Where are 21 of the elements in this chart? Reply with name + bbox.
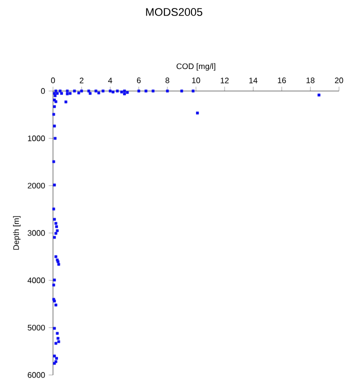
chart-title: MODS2005 — [146, 8, 202, 16]
x-tick-label: 4 — [108, 78, 112, 84]
y-tick-label: 6000 — [28, 372, 45, 378]
y-tick-label: 3000 — [28, 230, 45, 236]
x-tick-label: 10 — [192, 78, 200, 84]
x-tick-label: 2 — [80, 78, 84, 84]
x-tick-label: 16 — [278, 78, 286, 84]
x-tick-label: 8 — [166, 78, 170, 84]
x-tick-label: 18 — [306, 78, 314, 84]
y-tick-label: 4000 — [28, 278, 45, 284]
x-axis-title: COD [mg/l] — [176, 63, 216, 71]
y-tick-label: 2000 — [28, 182, 45, 189]
x-tick-label: 20 — [334, 78, 344, 84]
x-tick-label: 6 — [136, 78, 141, 84]
y-tick-label: 5000 — [28, 324, 45, 330]
y-tick-label: 0 — [41, 88, 45, 94]
x-tick-label: 12 — [220, 78, 229, 84]
y-tick-label: 1000 — [28, 136, 45, 142]
x-tick-label: 14 — [249, 78, 258, 84]
x-tick-label: 0 — [51, 78, 55, 84]
y-axis-title: Depth [m] — [13, 216, 21, 250]
